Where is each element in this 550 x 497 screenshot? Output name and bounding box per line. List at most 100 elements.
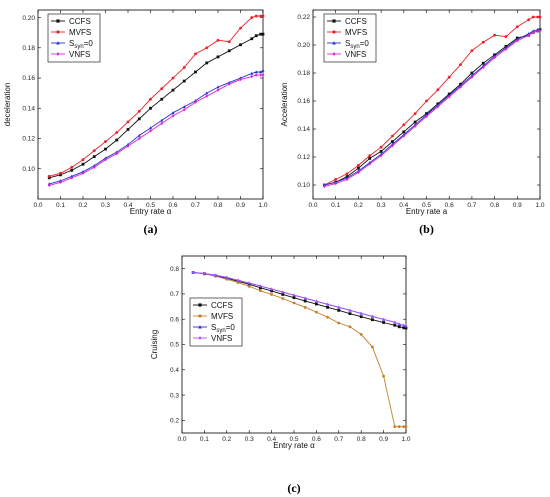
data-point [70, 168, 74, 172]
data-point [160, 118, 164, 122]
data-point [259, 286, 262, 290]
data-point [531, 30, 535, 35]
data-point [149, 97, 152, 101]
data-point [402, 134, 406, 138]
y-tick-label: 0.18 [22, 45, 35, 52]
series-line [193, 271, 407, 329]
series-vnfs [191, 270, 408, 328]
y-axis-title: deceleration [3, 83, 12, 127]
legend-marker [332, 30, 336, 34]
data-point [92, 165, 96, 169]
data-point [104, 140, 107, 143]
data-point [254, 14, 258, 18]
data-point [348, 312, 352, 316]
y-tick-label: 0.4 [170, 367, 179, 374]
data-point [303, 296, 307, 300]
data-point [115, 131, 119, 134]
data-point [348, 308, 352, 313]
x-tick-label: 0.4 [267, 436, 276, 443]
y-tick-label: 0.10 [297, 182, 310, 189]
data-point [404, 326, 408, 330]
legend-label: MVFS [69, 28, 91, 37]
legend-label: MVFS [345, 28, 367, 37]
data-point [137, 136, 141, 141]
data-point [182, 66, 186, 69]
data-point [270, 293, 273, 296]
data-point [359, 315, 363, 319]
data-point [239, 77, 242, 82]
data-point [470, 71, 474, 75]
x-tick-label: 0.2 [222, 436, 231, 443]
y-tick-label: 0.10 [22, 166, 35, 173]
data-point [194, 70, 197, 74]
data-point [538, 29, 542, 33]
data-point [160, 97, 164, 101]
data-point [261, 14, 265, 18]
x-tick-label: 0.5 [146, 202, 155, 209]
legend-marker [198, 314, 202, 318]
data-point [425, 114, 428, 119]
data-point [104, 147, 107, 151]
data-point [357, 170, 360, 175]
x-tick-label: 0.9 [379, 436, 388, 443]
data-point [227, 82, 231, 86]
data-point [413, 124, 417, 128]
x-tick-label: 0.2 [354, 202, 363, 209]
data-point [357, 166, 360, 170]
y-tick-label: 0.6 [170, 316, 179, 323]
series-mvfs [47, 14, 265, 178]
legend-label: MVFS [211, 312, 233, 321]
legend-label: VNFS [345, 50, 366, 59]
data-point [81, 171, 85, 175]
data-point [397, 322, 401, 326]
data-point [261, 73, 265, 77]
data-point [371, 314, 374, 319]
data-point [59, 180, 62, 185]
data-point [259, 32, 263, 36]
data-point [397, 325, 401, 329]
data-point [292, 301, 296, 305]
data-point [239, 26, 242, 30]
x-tick-label: 1.0 [535, 202, 544, 209]
data-point [115, 151, 119, 156]
x-tick-label: 0.9 [513, 202, 522, 209]
data-point [205, 61, 209, 65]
x-tick-label: 0.4 [399, 202, 408, 209]
data-point [238, 76, 243, 80]
data-point [382, 321, 385, 324]
x-tick-label: 0.3 [101, 202, 110, 209]
y-tick-label: 0.14 [22, 105, 35, 112]
data-point [413, 112, 417, 115]
x-tick-label: 0.9 [236, 202, 245, 209]
data-point [447, 95, 451, 99]
data-point [481, 40, 485, 44]
data-point [382, 374, 385, 378]
x-axis-title: Entry rate α [130, 207, 172, 216]
data-point [254, 70, 258, 74]
data-point [191, 270, 195, 275]
series-line [193, 271, 406, 428]
data-point [261, 32, 265, 36]
legend-marker [198, 336, 202, 340]
panel-caption: (b) [419, 222, 434, 236]
data-point [393, 320, 397, 324]
data-point [115, 138, 119, 142]
data-point [281, 290, 285, 294]
data-point [182, 108, 186, 112]
data-point [368, 162, 372, 166]
data-point [205, 91, 209, 95]
data-point [216, 55, 220, 59]
data-point [261, 68, 265, 72]
data-point [315, 310, 318, 314]
legend-marker [198, 303, 202, 307]
data-point [160, 121, 164, 126]
legend-label: Ssyn=0 [211, 323, 235, 334]
data-point [322, 184, 326, 189]
data-point [536, 15, 540, 19]
x-tick-label: 0.5 [289, 436, 298, 443]
data-point [504, 35, 508, 38]
data-point [536, 29, 540, 33]
data-point [359, 311, 363, 316]
